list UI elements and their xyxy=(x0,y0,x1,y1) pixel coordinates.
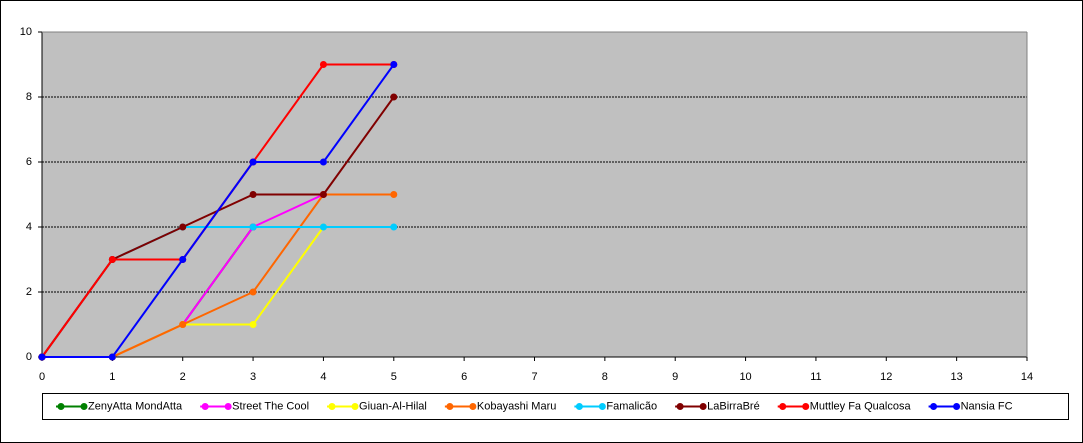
legend-label: Famalicão xyxy=(606,400,657,412)
legend-marker xyxy=(930,403,938,410)
x-tick-label: 2 xyxy=(180,371,186,383)
y-tick-label: 6 xyxy=(26,156,32,168)
data-point xyxy=(179,321,187,328)
y-tick-label: 0 xyxy=(26,351,32,363)
y-tick-label: 10 xyxy=(20,26,32,38)
x-tick-label: 3 xyxy=(250,371,256,383)
legend-label: Muttley Fa Qualcosa xyxy=(810,400,912,412)
data-point xyxy=(390,191,398,198)
x-tick-label: 14 xyxy=(1021,371,1033,383)
legend-marker xyxy=(802,403,810,410)
x-tick-label: 10 xyxy=(739,371,751,383)
legend-label: LaBirraBré xyxy=(707,400,760,412)
legend-marker xyxy=(57,403,65,410)
data-point xyxy=(249,321,257,328)
x-tick-label: 8 xyxy=(602,371,608,383)
x-tick-label: 13 xyxy=(951,371,963,383)
data-point xyxy=(390,223,398,231)
data-point xyxy=(38,353,46,361)
legend-marker xyxy=(575,403,583,410)
legend-marker xyxy=(953,403,961,410)
legend-label: Giuan-Al-Hilal xyxy=(359,400,427,412)
data-point xyxy=(108,353,116,361)
data-point xyxy=(390,61,398,68)
data-point xyxy=(249,158,257,166)
legend-marker xyxy=(598,403,606,410)
x-tick-label: 11 xyxy=(810,371,821,383)
legend-marker xyxy=(676,403,684,410)
x-tick-label: 1 xyxy=(109,371,115,383)
legend-label: Kobayashi Maru xyxy=(477,400,557,412)
legend-marker xyxy=(224,403,232,410)
y-tick-label: 4 xyxy=(26,221,32,233)
data-point xyxy=(249,223,257,231)
x-tick-label: 12 xyxy=(880,371,892,383)
data-point xyxy=(319,191,327,198)
legend-label: Street The Cool xyxy=(232,400,309,412)
legend-label: Nansia FC xyxy=(961,400,1013,412)
x-tick-label: 5 xyxy=(391,371,397,383)
data-point xyxy=(179,223,187,231)
legend-marker xyxy=(351,403,359,410)
y-tick-label: 2 xyxy=(26,286,32,298)
data-point xyxy=(249,191,257,198)
data-point xyxy=(179,256,187,263)
legend-marker xyxy=(80,403,88,410)
legend-marker xyxy=(446,403,454,410)
series-line xyxy=(42,63,395,358)
legend-label: ZenyAtta MondAtta xyxy=(88,400,183,412)
x-tick-label: 4 xyxy=(320,371,326,383)
data-point xyxy=(390,93,398,101)
data-point xyxy=(249,288,257,296)
x-tick-label: 0 xyxy=(39,371,45,383)
legend-marker xyxy=(201,403,209,410)
data-point xyxy=(319,61,327,68)
legend-marker xyxy=(328,403,336,410)
x-tick-label: 6 xyxy=(461,371,467,383)
y-tick-label: 8 xyxy=(26,91,32,103)
data-point xyxy=(108,256,116,263)
legend-marker xyxy=(469,403,477,410)
plot-area xyxy=(42,32,1027,357)
legend-marker xyxy=(779,403,787,410)
data-point xyxy=(319,158,327,166)
x-tick-label: 7 xyxy=(531,371,537,383)
data-point xyxy=(319,223,327,231)
x-tick-label: 9 xyxy=(672,371,678,383)
legend-marker xyxy=(699,403,707,410)
